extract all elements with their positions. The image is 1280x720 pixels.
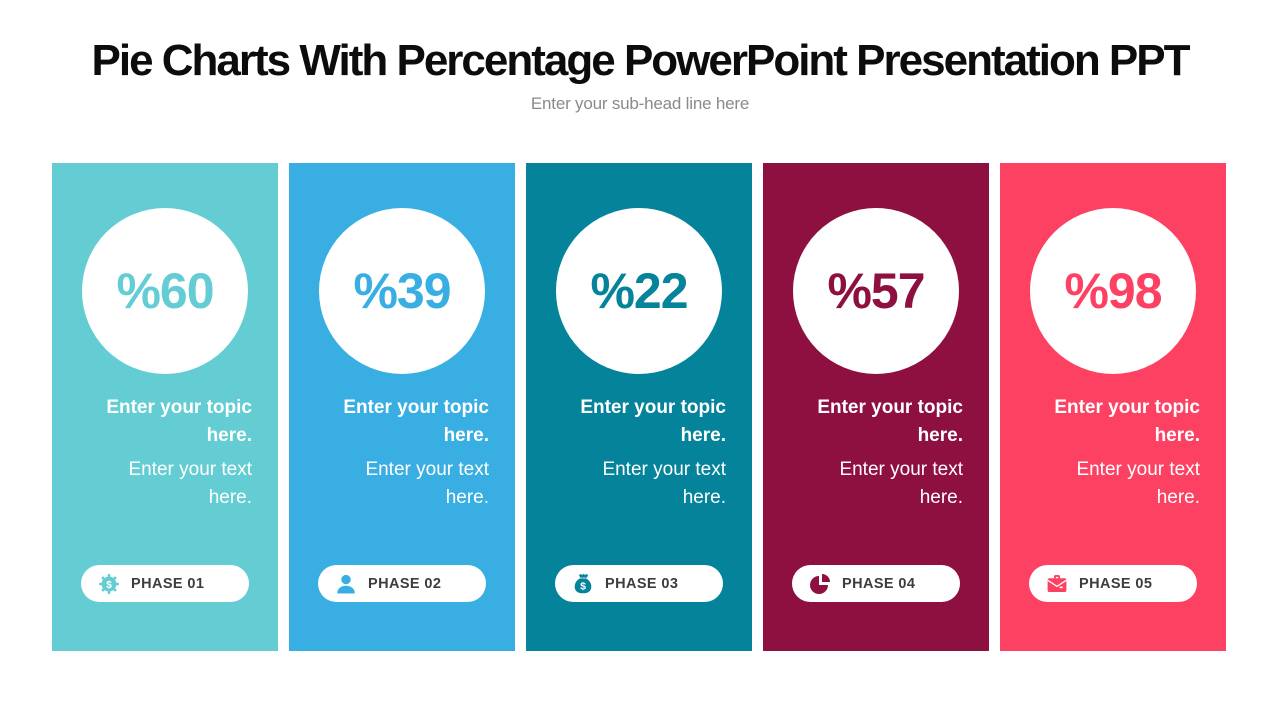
page-title: Pie Charts With Percentage PowerPoint Pr… xyxy=(91,36,1191,85)
topic-placeholder: Enter your topic here. xyxy=(106,397,252,446)
percentage-value: %98 xyxy=(1064,263,1162,319)
text-placeholder: Enter your text here. xyxy=(365,459,489,508)
percentage-circle: %22 xyxy=(556,208,722,374)
topic-placeholder: Enter your topic here. xyxy=(343,397,489,446)
phase-badge-label: PHASE 04 xyxy=(842,575,916,592)
phase-badge-label: PHASE 02 xyxy=(368,575,442,592)
page-subtitle: Enter your sub-head line here xyxy=(530,94,750,113)
phase-card-2: %39 Enter your topic here. Enter your te… xyxy=(289,163,515,651)
topic-placeholder: Enter your topic here. xyxy=(580,397,726,446)
user-icon xyxy=(334,572,358,596)
topic-placeholder: Enter your topic here. xyxy=(817,397,963,446)
percentage-circle: %98 xyxy=(1030,208,1196,374)
text-placeholder: Enter your text here. xyxy=(839,459,963,508)
percentage-value: %57 xyxy=(827,263,925,319)
percentage-circle: %39 xyxy=(319,208,485,374)
percentage-circle: %57 xyxy=(793,208,959,374)
phase-badge-5: PHASE 05 xyxy=(1029,565,1197,602)
phase-badge-4: PHASE 04 xyxy=(792,565,960,602)
phase-badge-label: PHASE 03 xyxy=(605,575,679,592)
phase-card-5: %98 Enter your topic here. Enter your te… xyxy=(1000,163,1226,651)
percentage-value: %39 xyxy=(353,263,451,319)
phase-badge-1: $ PHASE 01 xyxy=(81,565,249,602)
svg-text:$: $ xyxy=(580,580,586,592)
phase-card-4: %57 Enter your topic here. Enter your te… xyxy=(763,163,989,651)
pie-chart-icon xyxy=(808,572,832,596)
gear-dollar-icon: $ xyxy=(97,572,121,596)
phase-badge-label: PHASE 05 xyxy=(1079,575,1153,592)
phase-badge-3: $ PHASE 03 xyxy=(555,565,723,602)
percentage-value: %60 xyxy=(116,263,214,319)
text-placeholder: Enter your text here. xyxy=(1076,459,1200,508)
topic-placeholder: Enter your topic here. xyxy=(1054,397,1200,446)
phase-badge-label: PHASE 01 xyxy=(131,575,205,592)
phase-card-3: %22 Enter your topic here. Enter your te… xyxy=(526,163,752,651)
briefcase-icon xyxy=(1045,572,1069,596)
svg-text:$: $ xyxy=(106,579,112,590)
money-bag-icon: $ xyxy=(571,572,595,596)
percentage-value: %22 xyxy=(590,263,688,319)
percentage-circle: %60 xyxy=(82,208,248,374)
phase-badge-2: PHASE 02 xyxy=(318,565,486,602)
text-placeholder: Enter your text here. xyxy=(602,459,726,508)
slide-header: Pie Charts With Percentage PowerPoint Pr… xyxy=(0,0,1280,114)
phase-cards-row: %60 Enter your topic here. Enter your te… xyxy=(52,163,1226,651)
phase-card-1: %60 Enter your topic here. Enter your te… xyxy=(52,163,278,651)
text-placeholder: Enter your text here. xyxy=(128,459,252,508)
